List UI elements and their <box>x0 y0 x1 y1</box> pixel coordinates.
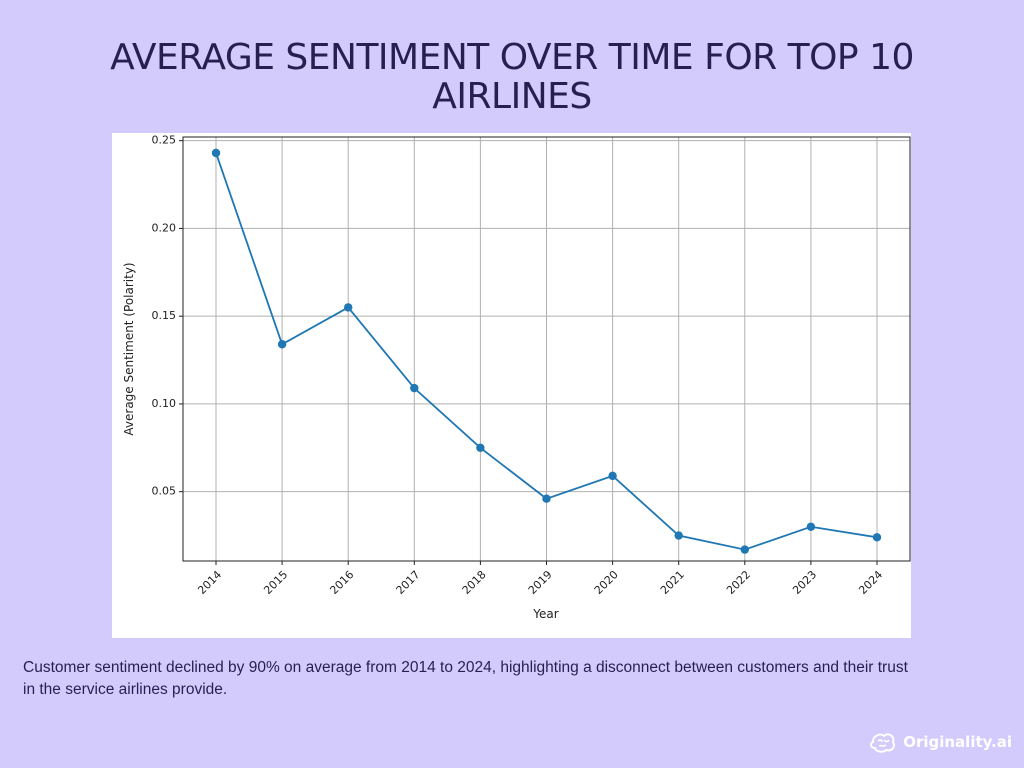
x-tick-label: 2018 <box>460 568 489 597</box>
data-point <box>608 471 617 481</box>
x-tick-label: 2020 <box>592 568 621 597</box>
y-tick-label: 0.20 <box>152 221 177 234</box>
y-tick-label: 0.25 <box>152 134 177 147</box>
x-tick-label: 2024 <box>856 568 885 597</box>
page-title: AVERAGE SENTIMENT OVER TIME FOR TOP 10 A… <box>110 37 914 117</box>
x-tick-label: 2017 <box>394 568 423 597</box>
sentiment-line-chart: 0.050.100.150.200.25 2014 2015 2016 2017 201… <box>122 134 911 621</box>
x-tick-label: 2014 <box>195 568 224 597</box>
y-axis-label: Average Sentiment (Polarity) <box>122 262 136 435</box>
x-tick-label: 2023 <box>790 568 819 597</box>
data-point <box>476 443 485 453</box>
x-tick-label: 2016 <box>327 568 356 597</box>
data-point <box>410 383 419 393</box>
y-axis-ticks: 0.05 0.10 0.15 0.20 0.25 <box>152 134 183 498</box>
brand-name: Originality.ai <box>903 733 1012 751</box>
caption-text: Customer sentiment declined by 90% on av… <box>23 659 908 698</box>
x-tick-label: 2019 <box>526 568 555 597</box>
data-point <box>674 531 683 540</box>
data-points <box>211 148 882 554</box>
x-tick-label: 2022 <box>724 568 753 597</box>
x-axis-label: Year <box>532 607 558 621</box>
data-point <box>344 303 353 312</box>
grid-lines <box>183 137 910 561</box>
x-tick-label: 2021 <box>658 568 687 597</box>
data-point <box>806 522 816 531</box>
data-point <box>277 340 287 349</box>
data-point <box>211 148 221 158</box>
x-axis-ticks: 2014 2015 2016 2017 2018 2019 2020 2021 2022 2023… <box>195 561 885 597</box>
data-point <box>542 494 551 503</box>
y-tick-label: 0.05 <box>152 485 177 498</box>
data-point <box>740 545 749 554</box>
chart-panel: 0.05 0.10 0.15 0.20 0.25 2014 2015 2016 2017 201… <box>112 133 911 638</box>
data-point <box>872 533 882 542</box>
brain-icon <box>870 733 896 753</box>
y-tick-label: 0.10 <box>152 397 177 410</box>
y-tick-label: 0.15 <box>152 309 177 322</box>
x-tick-label: 2015 <box>261 568 290 597</box>
brand-logo: Originality.ai <box>867 730 1012 754</box>
